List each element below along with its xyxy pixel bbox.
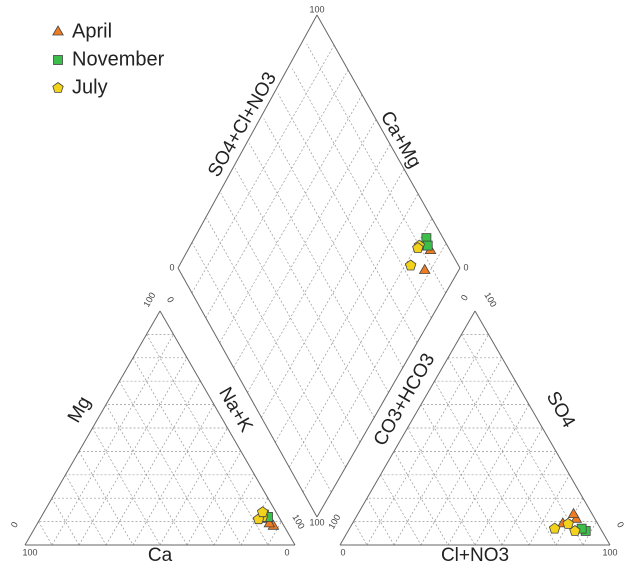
grid-line — [528, 474, 570, 546]
grid-line — [65, 474, 107, 546]
diamond-point — [422, 240, 433, 251]
outline — [316, 267, 461, 518]
axis-label: Cl+NO3 — [441, 545, 509, 566]
tick-label: 0 — [284, 547, 289, 557]
outline — [24, 310, 161, 546]
grid-line — [306, 43, 447, 294]
legend-label: April — [72, 20, 112, 42]
tick-label: 100 — [309, 4, 324, 14]
tick-label: 0 — [459, 293, 470, 302]
grid-line — [555, 498, 584, 546]
grid-line — [234, 168, 375, 418]
grid-line — [105, 381, 201, 546]
diamond-point — [418, 263, 431, 274]
diamond-point — [412, 242, 424, 253]
grid-line — [461, 334, 584, 546]
axis-label: SO4 — [542, 388, 579, 432]
axis-label: Mg — [64, 393, 95, 426]
grid-line — [146, 334, 269, 546]
outline — [159, 310, 296, 546]
grid-line — [420, 381, 516, 546]
tick-label: 0 — [9, 520, 20, 529]
tick-label: 0 — [165, 295, 176, 304]
grid-line — [119, 381, 215, 546]
axis-label: Ca — [148, 545, 173, 566]
grid-line — [380, 474, 422, 546]
outline — [177, 14, 318, 269]
grid-line — [220, 193, 361, 443]
anion-point — [548, 522, 561, 534]
axis-label: SO4+Cl+NO3 — [204, 69, 281, 181]
grid-line — [92, 427, 161, 546]
cation-point — [263, 517, 276, 528]
grid-line — [261, 168, 405, 418]
axis-label: Na+K — [214, 384, 256, 436]
cation-point — [256, 506, 269, 518]
grid-line — [434, 381, 530, 546]
outline — [339, 310, 476, 546]
grid-line — [447, 404, 530, 546]
grid-line — [353, 521, 368, 546]
grid-line — [51, 498, 80, 546]
grid-line — [132, 404, 215, 546]
grid-line — [159, 427, 228, 546]
grid-line — [105, 404, 188, 546]
legend-marker — [53, 55, 63, 65]
outline — [177, 267, 318, 518]
tick-label: 100 — [326, 513, 342, 531]
tick-label: 100 — [141, 291, 157, 309]
grid-line — [206, 218, 346, 468]
tick-label: 100 — [482, 291, 498, 309]
grid-line — [407, 427, 476, 546]
anion-point — [562, 517, 574, 529]
legend-marker — [52, 82, 64, 93]
tick-label: 100 — [22, 547, 37, 557]
tick-label: 0 — [169, 262, 174, 272]
tick-label: 100 — [602, 547, 617, 557]
grid-line — [420, 404, 503, 546]
tick-label: 0 — [463, 262, 468, 272]
tick-label: 100 — [309, 517, 324, 527]
grid-line — [191, 242, 332, 493]
tick-label: 0 — [615, 520, 626, 529]
outline — [474, 310, 611, 546]
legend-label: July — [72, 76, 108, 98]
grid-line — [213, 474, 255, 546]
anion-point — [567, 507, 580, 518]
outline — [316, 14, 461, 269]
grid-line — [51, 334, 174, 546]
grid-line — [38, 521, 53, 546]
grid-line — [292, 68, 432, 318]
grid-line — [366, 498, 395, 546]
grid-line — [366, 334, 489, 546]
grid-line — [249, 143, 389, 393]
grid-line — [233, 118, 377, 368]
tick-label: 100 — [290, 513, 306, 531]
grid-line — [240, 498, 269, 546]
grid-line — [277, 93, 418, 343]
tick-label: 0 — [340, 547, 345, 557]
legend-label: November — [72, 48, 165, 70]
grid-line — [247, 143, 391, 393]
diamond-point — [404, 259, 417, 271]
legend-marker — [52, 25, 64, 36]
grid-line — [263, 118, 404, 368]
grid-line — [474, 427, 543, 546]
grid-line — [267, 521, 282, 546]
